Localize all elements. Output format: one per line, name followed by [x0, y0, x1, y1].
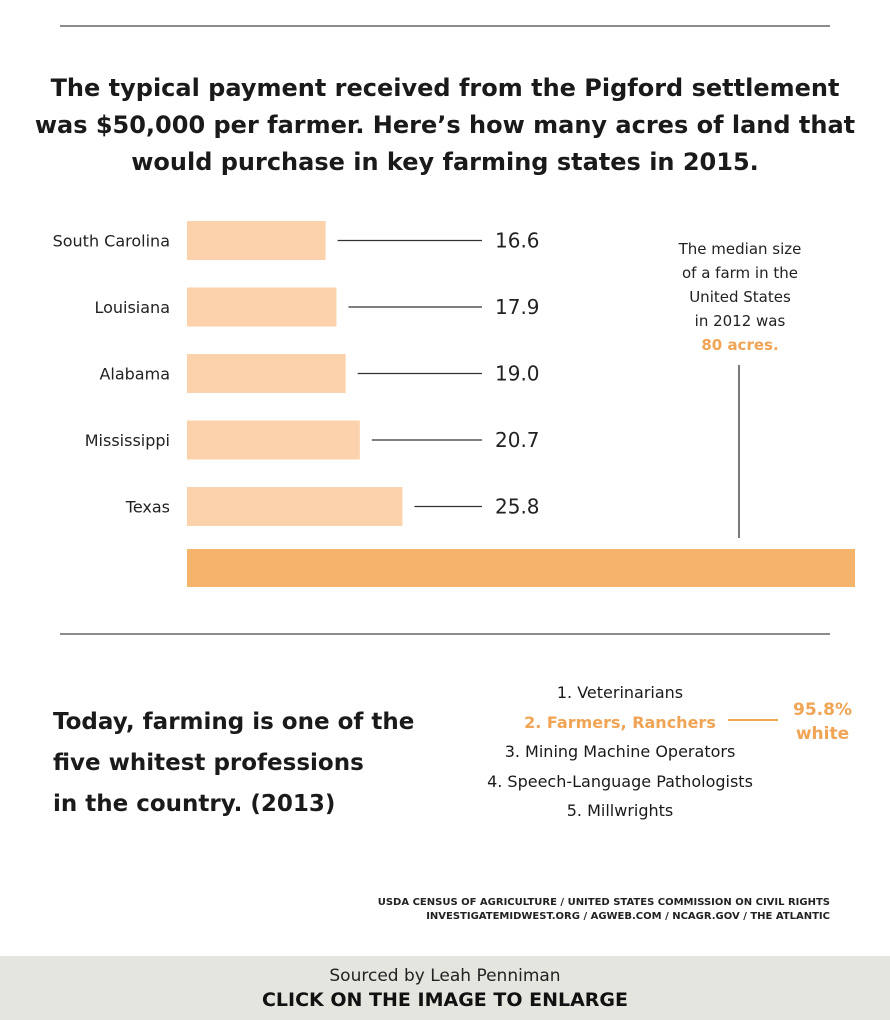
state-label: Mississippi: [85, 431, 170, 450]
profession-item: 4. Speech-Language Pathologists: [487, 771, 753, 791]
source-line: INVESTIGATEMIDWEST.ORG / AGWEB.COM / NCA…: [426, 911, 830, 922]
median-note-line: of a farm in the: [681, 264, 798, 282]
state-label: Texas: [125, 498, 170, 517]
percent-label: white: [795, 724, 850, 744]
median-note-line: United States: [689, 288, 791, 306]
profession-item: 5. Millwrights: [566, 801, 674, 820]
acres-bar: [187, 487, 403, 526]
professions-list: 1. Veterinarians 2. Farmers, Ranchers 3.…: [440, 678, 800, 826]
state-label: South Carolina: [53, 232, 170, 251]
median-farm-note: The median size of a farm in the United …: [630, 237, 850, 357]
acres-bar: [187, 420, 360, 460]
median-note-line: in 2012 was: [694, 312, 786, 330]
middle-divider: [60, 633, 830, 635]
whitest-professions-title: Today, farming is one of the five whites…: [53, 702, 453, 825]
value-label: 17.9: [495, 295, 540, 319]
acres-bar-chart: South Carolina 16.6 Louisiana 17.9 Alabama 19…: [53, 221, 855, 587]
top-divider: [60, 25, 830, 27]
footer-bar[interactable]: Sourced by Leah Penniman CLICK ON THE IM…: [0, 956, 890, 1020]
footer-credit: Sourced by Leah Penniman: [329, 966, 561, 986]
median-note-highlight: 80 acres.: [701, 336, 779, 354]
state-label: Alabama: [99, 365, 170, 384]
title-line: in the country. (2013): [53, 791, 336, 817]
state-label: Louisiana: [94, 298, 170, 317]
acres-bar: [187, 354, 346, 393]
median-note-line: The median size: [678, 240, 802, 258]
median-reference-bar: [187, 549, 855, 587]
value-label: 16.6: [495, 229, 540, 253]
percent-value: 95.8%: [793, 700, 852, 720]
source-line: USDA CENSUS OF AGRICULTURE / UNITED STAT…: [377, 897, 830, 908]
value-label: 19.0: [495, 362, 540, 386]
profession-item: 1. Veterinarians: [556, 683, 684, 702]
percent-white-note: 95.8% white: [780, 698, 865, 746]
profession-item-highlighted: 2. Farmers, Ranchers: [524, 712, 716, 732]
acres-bar: [187, 287, 337, 327]
acres-bar: [187, 221, 326, 260]
profession-item: 3. Mining Machine Operators: [504, 742, 736, 761]
value-label: 25.8: [495, 495, 540, 519]
sources-credit: USDA CENSUS OF AGRICULTURE / UNITED STAT…: [150, 896, 830, 924]
enlarge-image-link[interactable]: CLICK ON THE IMAGE TO ENLARGE: [261, 989, 629, 1011]
title-line: Today, farming is one of the: [53, 709, 415, 735]
percent-connector-line: [728, 719, 778, 721]
title-line: five whitest professions: [53, 750, 364, 776]
value-label: 20.7: [495, 428, 540, 452]
headline: The typical payment received from the Pi…: [34, 74, 856, 176]
